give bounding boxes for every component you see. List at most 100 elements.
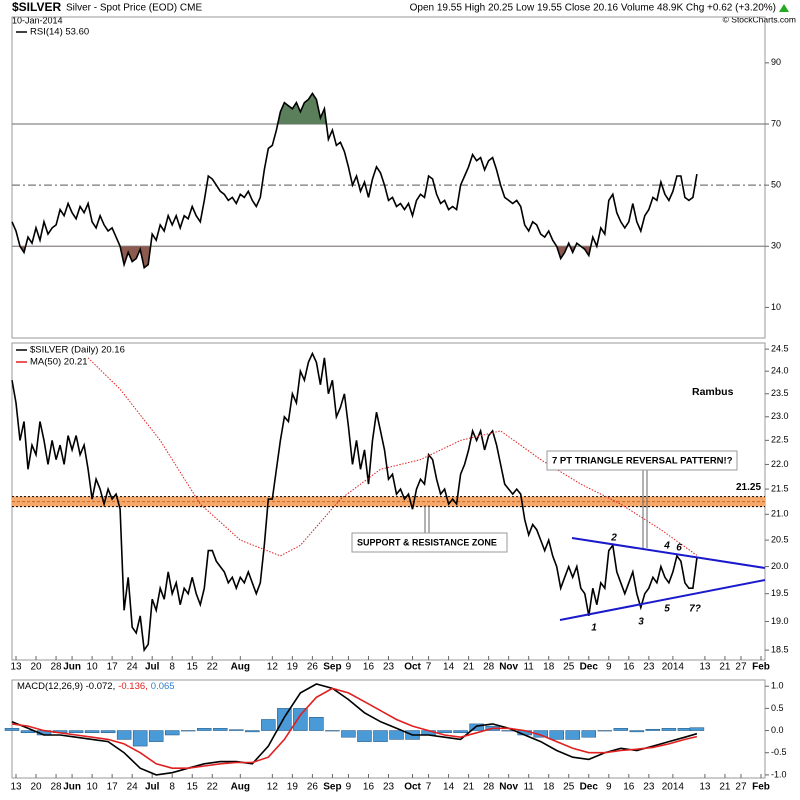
pattern-point: 2 (610, 533, 617, 544)
x-tick-label: 21 (719, 782, 731, 793)
x-tick-label: Jul (145, 662, 160, 673)
x-tick-label: 16 (363, 782, 375, 793)
x-tick-label: 25 (563, 782, 575, 793)
x-tick-label: Jun (63, 782, 81, 793)
x-tick-label: 14 (443, 782, 455, 793)
y-tick-label: 1.0 (771, 681, 784, 691)
histogram-bar (213, 728, 228, 731)
y-tick-label: 21.5 (771, 483, 789, 493)
histogram-bar (689, 727, 705, 731)
pattern-point: 4 (663, 541, 670, 552)
histogram-bar (197, 728, 212, 731)
histogram-bar (597, 730, 613, 732)
quote: Open 19.55 High 20.25 Low 19.55 Close 20… (410, 3, 776, 14)
histogram-bar (261, 719, 276, 731)
x-tick-label: 23 (383, 782, 395, 793)
x-tick-label: 12 (267, 662, 279, 673)
trendline (571, 537, 766, 569)
x-tick-label: 26 (307, 782, 319, 793)
y-tick-label: 22.0 (771, 459, 789, 469)
x-tick-label: 24 (127, 662, 139, 673)
x-tick-label: 18 (543, 662, 555, 673)
x-tick-label: Aug (231, 782, 250, 793)
y-tick-label: 0.5 (771, 703, 784, 713)
credit: © StockCharts.com (723, 14, 796, 24)
x-tick-label: Oct (404, 782, 421, 793)
y-tick-label: 70 (771, 118, 781, 128)
y-tick-label: 0.0 (771, 725, 784, 735)
x-tick-label: 23 (643, 662, 655, 673)
up-arrow (779, 4, 789, 12)
x-tick-label: Jun (63, 662, 81, 673)
x-tick-label: 13 (10, 662, 22, 673)
x-tick-label: 9 (346, 782, 352, 793)
x-tick-label: Feb (752, 782, 770, 793)
x-tick-label: Jul (145, 782, 160, 793)
panel-title: RSI(14) 53.60 (30, 27, 89, 38)
date: 10-Jan-2014 (12, 15, 63, 25)
x-tick-label: 15 (187, 782, 199, 793)
histogram-bar (100, 730, 116, 734)
x-tick-label: 9 (606, 782, 612, 793)
x-tick-label: 20 (30, 662, 42, 673)
x-tick-label: 13 (10, 782, 22, 793)
y-tick-label: 20.0 (771, 561, 789, 571)
x-tick-label: 28 (483, 662, 495, 673)
x-tick-label: 21 (463, 662, 475, 673)
symbol: $SILVER (12, 0, 61, 14)
y-tick-label: 90 (771, 57, 781, 67)
histogram-bar (389, 730, 404, 740)
y-tick-label: 24.5 (771, 343, 789, 353)
x-tick-label: 24 (127, 782, 139, 793)
legend-entry: $SILVER (Daily) 20.16 (30, 345, 125, 356)
y-tick-label: 50 (771, 180, 781, 190)
x-tick-label: 26 (307, 662, 319, 673)
pattern-point: 5 (664, 604, 670, 615)
histogram-bar (629, 730, 645, 733)
histogram-bar (661, 728, 677, 731)
histogram-bar (453, 730, 468, 734)
histogram-bar (549, 730, 564, 740)
histogram-bar (309, 716, 324, 731)
histogram-bar (293, 708, 308, 731)
histogram-bar (4, 728, 20, 731)
x-tick-label: Aug (231, 662, 250, 673)
x-tick-label: Sep (323, 782, 341, 793)
x-tick-label: 25 (563, 662, 575, 673)
pattern-point: 7? (689, 604, 701, 615)
x-tick-label: 9 (346, 662, 352, 673)
zone-label: 21.25 (736, 482, 761, 493)
annotation-box (546, 450, 738, 471)
x-tick-label: 28 (483, 782, 495, 793)
pattern-point: 3 (638, 617, 644, 628)
histogram-bar (180, 730, 196, 732)
x-tick-label: 16 (623, 662, 635, 673)
y-tick-label: 19.0 (771, 616, 789, 626)
series-line (11, 91, 698, 270)
histogram-bar (613, 728, 629, 731)
histogram-bar (581, 730, 597, 738)
legend-part: 0.065 (151, 681, 175, 692)
macd-legend: MACD(12,26,9) -0.072, -0.136, 0.065 (17, 681, 175, 692)
x-tick-label: 8 (169, 782, 175, 793)
annotation: Rambus (692, 386, 734, 398)
y-tick-label: 23.0 (771, 411, 789, 421)
x-tick-label: 22 (207, 662, 219, 673)
series-line (11, 687, 698, 769)
histogram-bar (164, 730, 180, 736)
x-tick-label: 16 (623, 782, 635, 793)
pattern-point: 1 (591, 623, 597, 634)
y-tick-label: 24.0 (771, 366, 789, 376)
histogram-bar (132, 730, 148, 747)
histogram-bar (565, 730, 580, 740)
panel-frame (11, 16, 766, 339)
x-tick-label: Dec (580, 662, 599, 673)
x-tick-label: 13 (699, 662, 711, 673)
x-tick-label: Nov (499, 662, 518, 673)
histogram-bar (68, 730, 84, 734)
x-tick-label: 2014 (662, 662, 685, 673)
x-tick-label: 11 (523, 662, 534, 673)
x-tick-label: 8 (169, 662, 175, 673)
x-tick-label: 23 (643, 782, 655, 793)
